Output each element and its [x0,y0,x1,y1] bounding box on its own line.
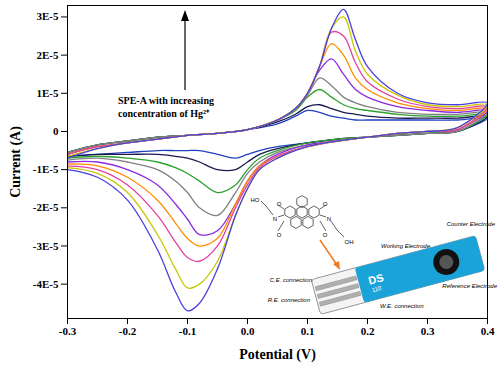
svg-text:110: 110 [371,285,382,293]
svg-text:0: 0 [53,125,59,137]
svg-text:HO: HO [251,197,260,203]
svg-text:DS: DS [367,271,385,287]
svg-text:Potential (V): Potential (V) [239,347,316,363]
svg-text:Reference Electrode: Reference Electrode [442,283,497,289]
svg-text:1E-5: 1E-5 [37,87,60,99]
svg-text:0.0: 0.0 [241,325,255,337]
svg-text:-0.1: -0.1 [179,325,196,337]
svg-text:-0.3: -0.3 [59,325,77,337]
svg-text:Working Electrode: Working Electrode [381,243,431,249]
svg-text:N: N [273,216,277,222]
svg-text:W.E. connection: W.E. connection [380,303,424,309]
svg-text:C.E. connection: C.E. connection [270,277,313,283]
svg-text:concentration of Hg²⁺: concentration of Hg²⁺ [118,108,210,119]
svg-text:N: N [327,216,331,222]
svg-text:O: O [277,201,282,207]
svg-text:Current (A): Current (A) [8,126,24,198]
svg-text:0.3: 0.3 [421,325,435,337]
svg-text:2E-5: 2E-5 [37,49,60,61]
svg-text:Counter Electrode: Counter Electrode [447,221,496,227]
svg-text:-0.2: -0.2 [119,325,137,337]
svg-text:-3E-5: -3E-5 [33,239,59,251]
svg-text:O: O [323,201,328,207]
svg-text:SPE-A with increasing: SPE-A with increasing [118,95,214,106]
svg-text:0.1: 0.1 [301,325,315,337]
svg-text:R.E. connection: R.E. connection [268,297,311,303]
svg-text:0.2: 0.2 [361,325,375,337]
svg-text:-4E-5: -4E-5 [33,278,59,290]
svg-text:OH: OH [345,239,354,245]
svg-text:O: O [323,232,328,238]
svg-text:0.4: 0.4 [481,325,495,337]
svg-text:-2E-5: -2E-5 [33,201,59,213]
svg-text:3E-5: 3E-5 [37,10,60,22]
svg-text:O: O [277,232,282,238]
svg-text:-1E-5: -1E-5 [33,163,59,175]
